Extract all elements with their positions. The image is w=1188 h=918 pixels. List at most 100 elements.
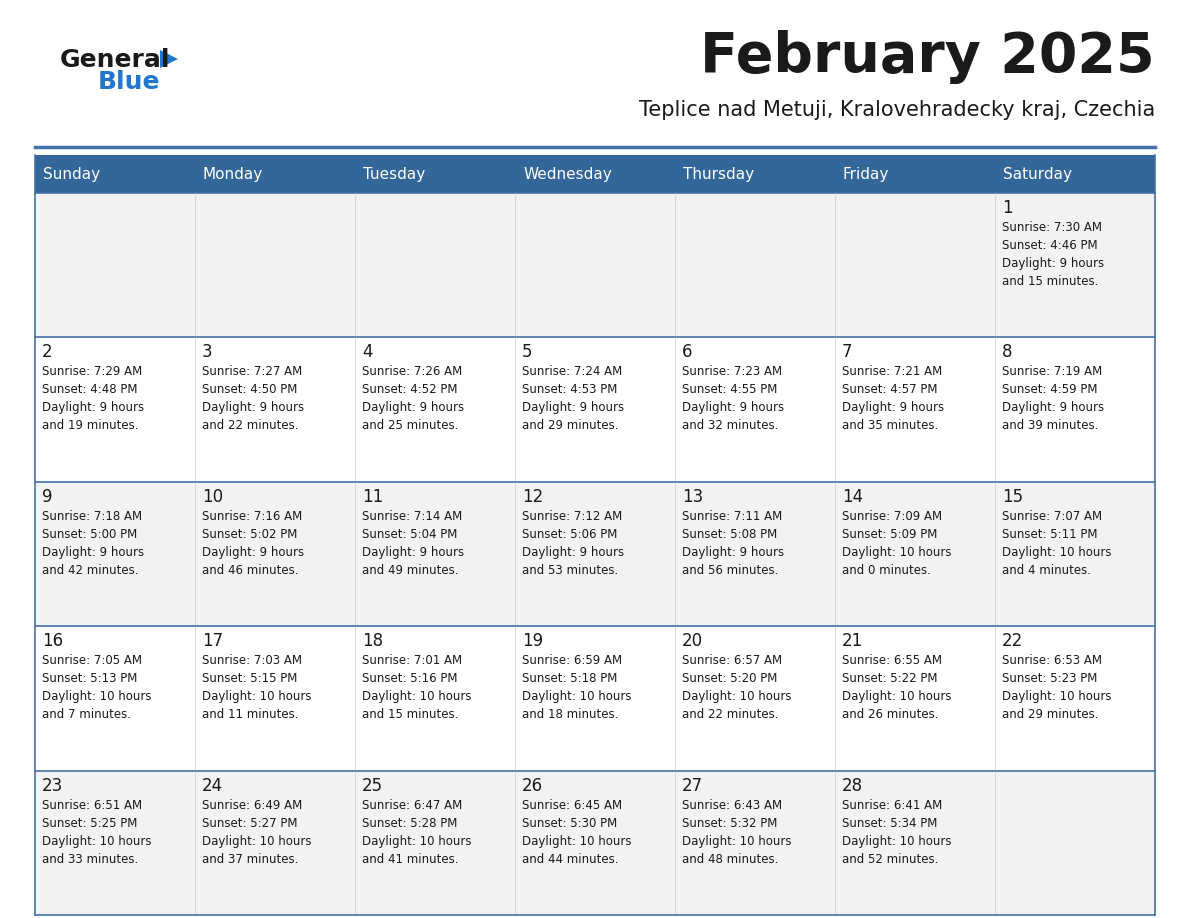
Text: Sunset: 5:00 PM: Sunset: 5:00 PM [42, 528, 138, 541]
Text: and 25 minutes.: and 25 minutes. [362, 420, 459, 432]
Text: and 22 minutes.: and 22 minutes. [202, 420, 298, 432]
Text: Sunrise: 7:27 AM: Sunrise: 7:27 AM [202, 365, 302, 378]
Text: Sunrise: 6:59 AM: Sunrise: 6:59 AM [522, 655, 623, 667]
Text: and 37 minutes.: and 37 minutes. [202, 853, 298, 866]
Text: Daylight: 9 hours: Daylight: 9 hours [42, 401, 144, 414]
Text: Sunrise: 6:53 AM: Sunrise: 6:53 AM [1001, 655, 1102, 667]
Text: Sunrise: 7:09 AM: Sunrise: 7:09 AM [842, 509, 942, 522]
Text: and 33 minutes.: and 33 minutes. [42, 853, 138, 866]
Text: and 35 minutes.: and 35 minutes. [842, 420, 939, 432]
Text: Daylight: 9 hours: Daylight: 9 hours [522, 401, 624, 414]
Text: Sunrise: 7:29 AM: Sunrise: 7:29 AM [42, 365, 143, 378]
Text: 15: 15 [1001, 487, 1023, 506]
Text: Sunset: 5:34 PM: Sunset: 5:34 PM [842, 817, 937, 830]
Text: and 0 minutes.: and 0 minutes. [842, 564, 931, 577]
Text: and 4 minutes.: and 4 minutes. [1001, 564, 1091, 577]
Text: Sunrise: 7:18 AM: Sunrise: 7:18 AM [42, 509, 143, 522]
Text: Sunset: 5:22 PM: Sunset: 5:22 PM [842, 672, 937, 685]
Text: Daylight: 9 hours: Daylight: 9 hours [682, 401, 784, 414]
Text: Sunset: 5:06 PM: Sunset: 5:06 PM [522, 528, 618, 541]
Text: and 19 minutes.: and 19 minutes. [42, 420, 139, 432]
Text: Sunset: 5:32 PM: Sunset: 5:32 PM [682, 817, 777, 830]
Text: Sunrise: 7:24 AM: Sunrise: 7:24 AM [522, 365, 623, 378]
Text: Daylight: 9 hours: Daylight: 9 hours [42, 546, 144, 559]
Text: 28: 28 [842, 777, 864, 795]
Text: Sunrise: 7:30 AM: Sunrise: 7:30 AM [1001, 221, 1102, 234]
Text: Sunrise: 6:57 AM: Sunrise: 6:57 AM [682, 655, 782, 667]
Text: Sunrise: 7:03 AM: Sunrise: 7:03 AM [202, 655, 302, 667]
Text: Sunrise: 6:49 AM: Sunrise: 6:49 AM [202, 799, 302, 812]
Text: Daylight: 9 hours: Daylight: 9 hours [1001, 401, 1104, 414]
Text: 24: 24 [202, 777, 223, 795]
Bar [516, 155, 675, 193]
Text: 9: 9 [42, 487, 52, 506]
Text: Sunset: 4:46 PM: Sunset: 4:46 PM [1001, 239, 1098, 252]
Bar [34, 770, 1155, 915]
Text: Sunrise: 6:43 AM: Sunrise: 6:43 AM [682, 799, 782, 812]
Text: Sunset: 4:55 PM: Sunset: 4:55 PM [682, 384, 777, 397]
Text: 19: 19 [522, 633, 543, 650]
Text: Daylight: 10 hours: Daylight: 10 hours [202, 834, 311, 847]
Text: and 7 minutes.: and 7 minutes. [42, 708, 131, 722]
Text: 10: 10 [202, 487, 223, 506]
Text: and 11 minutes.: and 11 minutes. [202, 708, 298, 722]
Text: and 32 minutes.: and 32 minutes. [682, 420, 778, 432]
Text: Sunset: 5:30 PM: Sunset: 5:30 PM [522, 817, 618, 830]
Text: Sunset: 5:25 PM: Sunset: 5:25 PM [42, 817, 138, 830]
Text: and 15 minutes.: and 15 minutes. [362, 708, 459, 722]
Bar [996, 155, 1155, 193]
Polygon shape [160, 50, 178, 68]
Bar [34, 338, 1155, 482]
Text: Saturday: Saturday [1003, 166, 1072, 182]
Text: Daylight: 10 hours: Daylight: 10 hours [362, 690, 472, 703]
Text: 2: 2 [42, 343, 52, 362]
Text: 17: 17 [202, 633, 223, 650]
Text: 1: 1 [1001, 199, 1012, 217]
Bar [195, 155, 355, 193]
Text: Sunset: 5:16 PM: Sunset: 5:16 PM [362, 672, 457, 685]
Text: Monday: Monday [203, 166, 264, 182]
Text: Daylight: 9 hours: Daylight: 9 hours [682, 546, 784, 559]
Text: Daylight: 10 hours: Daylight: 10 hours [842, 690, 952, 703]
Text: and 15 minutes.: and 15 minutes. [1001, 275, 1099, 288]
Bar [835, 155, 996, 193]
Text: 3: 3 [202, 343, 213, 362]
Text: Sunset: 5:20 PM: Sunset: 5:20 PM [682, 672, 777, 685]
Text: 13: 13 [682, 487, 703, 506]
Text: Sunset: 4:59 PM: Sunset: 4:59 PM [1001, 384, 1098, 397]
Text: 4: 4 [362, 343, 373, 362]
Text: Sunset: 5:18 PM: Sunset: 5:18 PM [522, 672, 618, 685]
Text: and 56 minutes.: and 56 minutes. [682, 564, 778, 577]
Text: 11: 11 [362, 487, 384, 506]
Text: Sunset: 4:57 PM: Sunset: 4:57 PM [842, 384, 937, 397]
Text: Daylight: 9 hours: Daylight: 9 hours [202, 546, 304, 559]
Text: Sunset: 5:23 PM: Sunset: 5:23 PM [1001, 672, 1098, 685]
Text: Sunset: 4:53 PM: Sunset: 4:53 PM [522, 384, 618, 397]
Text: Sunrise: 6:47 AM: Sunrise: 6:47 AM [362, 799, 462, 812]
Text: and 42 minutes.: and 42 minutes. [42, 564, 139, 577]
Text: and 46 minutes.: and 46 minutes. [202, 564, 298, 577]
Text: Daylight: 10 hours: Daylight: 10 hours [1001, 690, 1112, 703]
Text: Sunrise: 7:14 AM: Sunrise: 7:14 AM [362, 509, 462, 522]
Text: Daylight: 10 hours: Daylight: 10 hours [362, 834, 472, 847]
Text: Sunset: 5:11 PM: Sunset: 5:11 PM [1001, 528, 1098, 541]
Text: Sunrise: 7:19 AM: Sunrise: 7:19 AM [1001, 365, 1102, 378]
Text: 27: 27 [682, 777, 703, 795]
Text: Tuesday: Tuesday [364, 166, 425, 182]
Text: Sunrise: 7:23 AM: Sunrise: 7:23 AM [682, 365, 782, 378]
Text: and 26 minutes.: and 26 minutes. [842, 708, 939, 722]
Text: 26: 26 [522, 777, 543, 795]
Text: and 18 minutes.: and 18 minutes. [522, 708, 619, 722]
Text: Sunset: 4:48 PM: Sunset: 4:48 PM [42, 384, 138, 397]
Text: Sunset: 5:13 PM: Sunset: 5:13 PM [42, 672, 138, 685]
Text: Sunset: 5:15 PM: Sunset: 5:15 PM [202, 672, 297, 685]
Text: Sunrise: 7:26 AM: Sunrise: 7:26 AM [362, 365, 462, 378]
Text: Teplice nad Metuji, Kralovehradecky kraj, Czechia: Teplice nad Metuji, Kralovehradecky kraj… [639, 100, 1155, 120]
Text: 21: 21 [842, 633, 864, 650]
Text: 8: 8 [1001, 343, 1012, 362]
Text: 5: 5 [522, 343, 532, 362]
Text: Sunset: 5:09 PM: Sunset: 5:09 PM [842, 528, 937, 541]
Bar [34, 155, 195, 193]
Text: 22: 22 [1001, 633, 1023, 650]
Text: Sunrise: 7:21 AM: Sunrise: 7:21 AM [842, 365, 942, 378]
